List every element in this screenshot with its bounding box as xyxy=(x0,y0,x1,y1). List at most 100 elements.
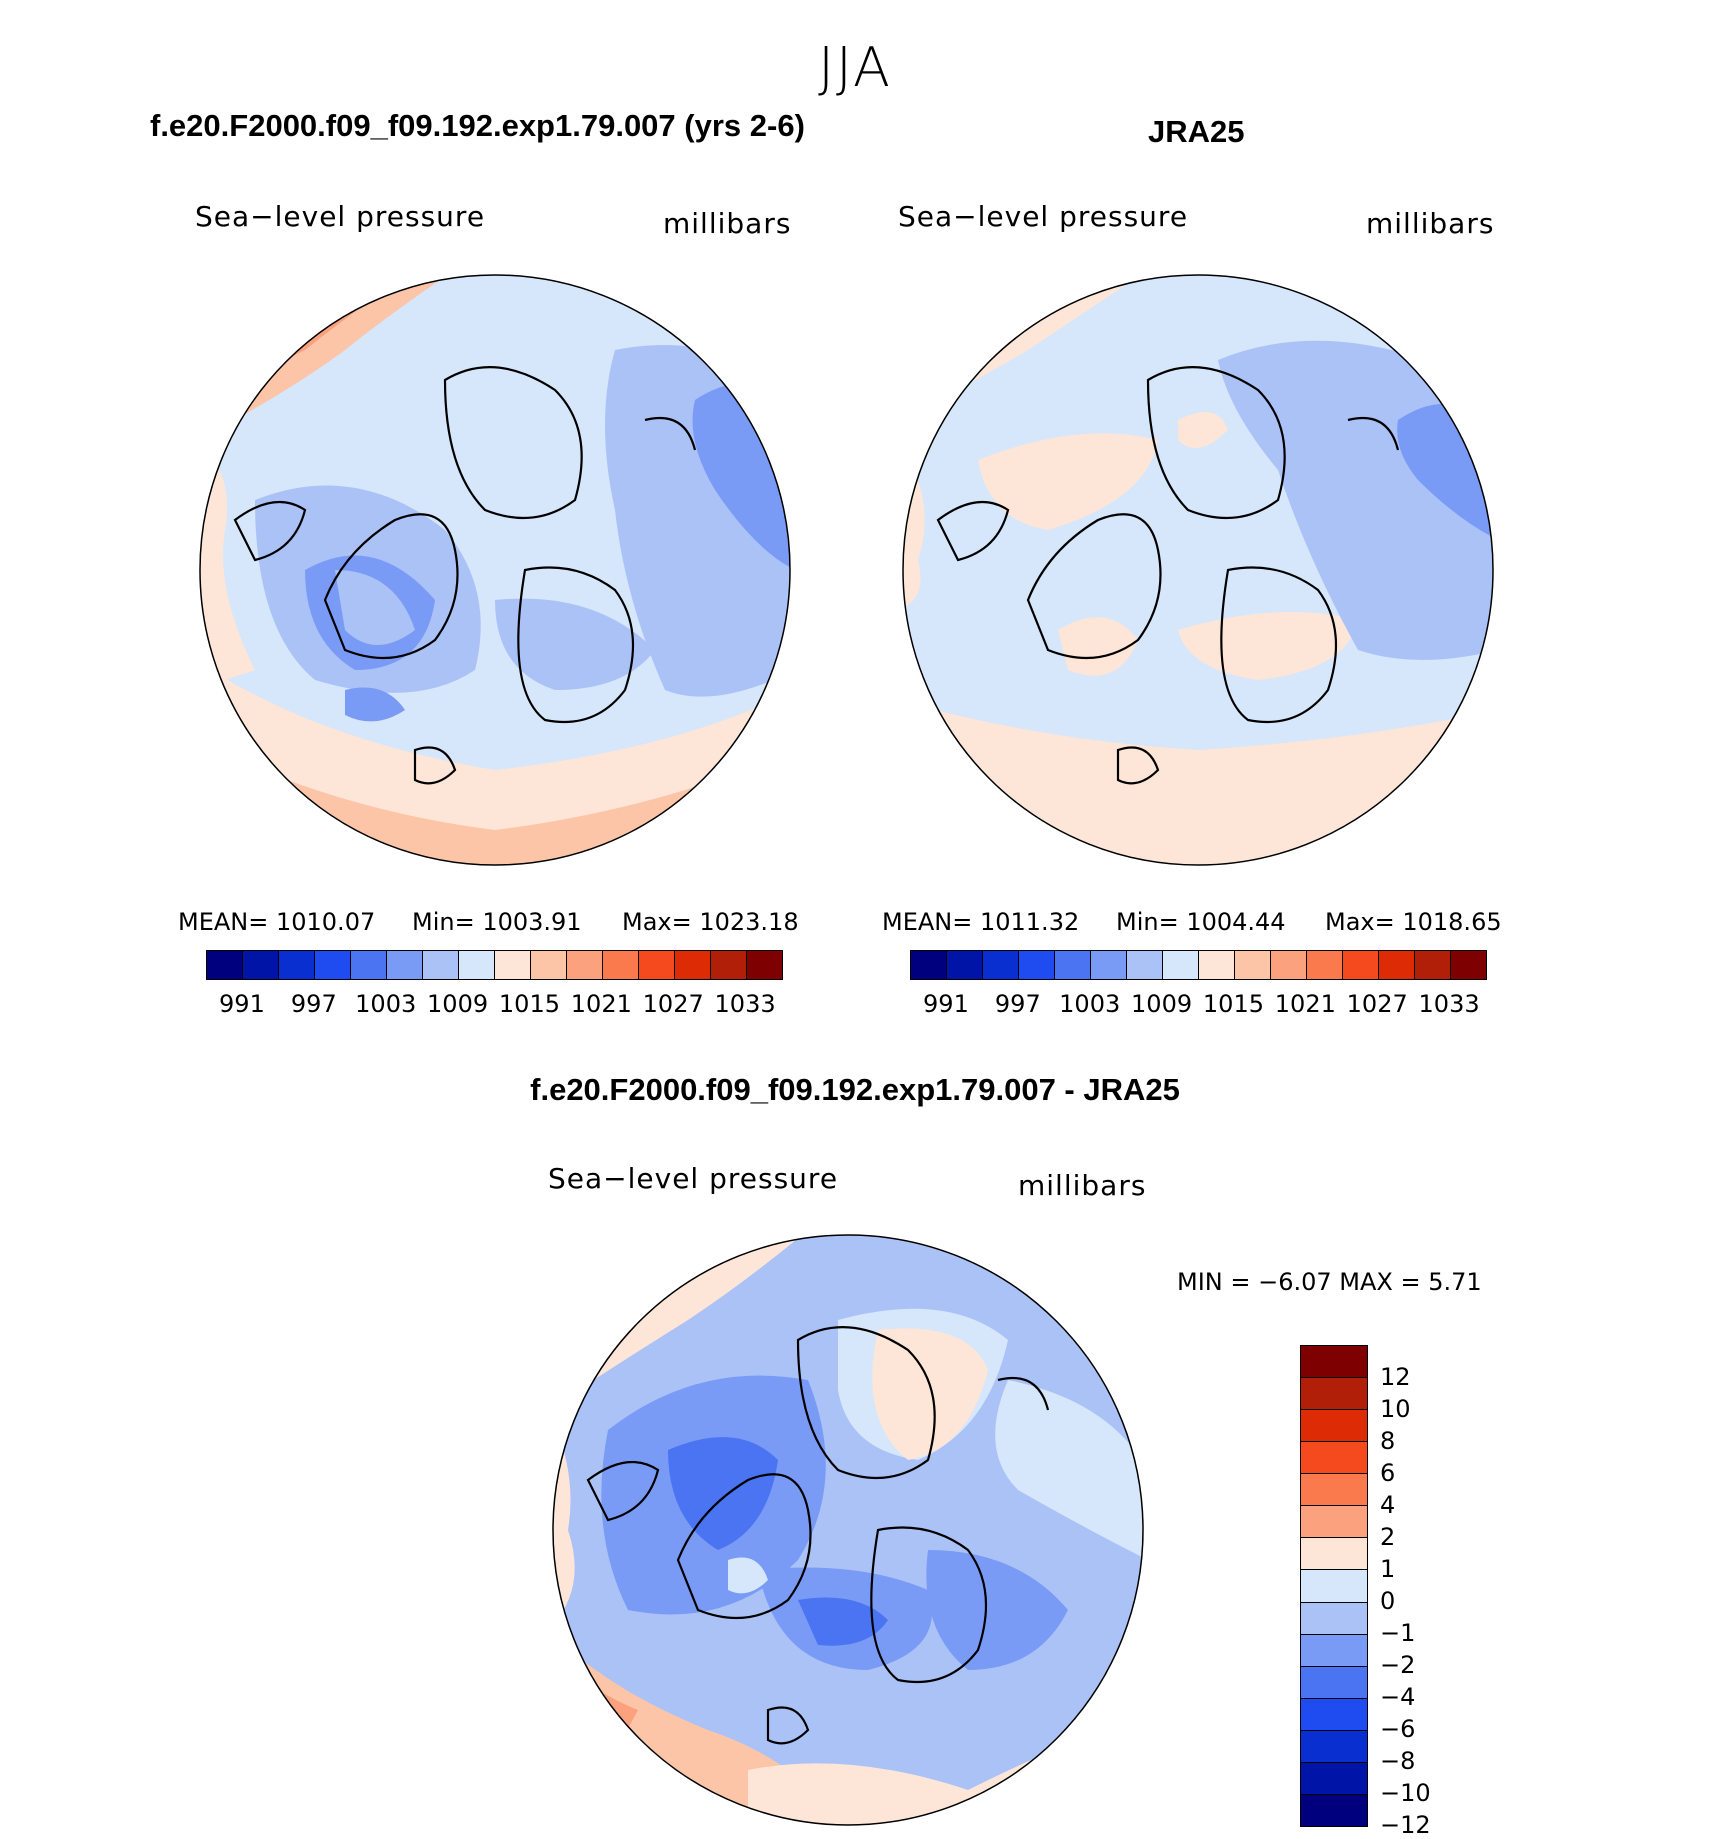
colorbar-swatch xyxy=(1307,951,1343,979)
colorbar-tick-label: 997 xyxy=(290,990,337,1018)
colorbar-swatch xyxy=(1301,1442,1367,1475)
colorbar-tick-label: −6 xyxy=(1380,1715,1416,1743)
panel-1-colorbar xyxy=(206,950,783,980)
colorbar-swatch xyxy=(1301,1538,1367,1571)
colorbar-tick-label: 4 xyxy=(1380,1491,1396,1519)
colorbar-swatch xyxy=(603,951,639,979)
panel-1-case-title: f.e20.F2000.f09_f09.192.exp1.79.007 (yrs… xyxy=(150,108,805,143)
colorbar-swatch xyxy=(531,951,567,979)
colorbar-swatch xyxy=(1091,951,1127,979)
colorbar-tick-label: 991 xyxy=(923,990,969,1018)
colorbar-tick-label: 12 xyxy=(1380,1363,1411,1391)
colorbar-tick-label: 1015 xyxy=(498,990,560,1018)
colorbar-tick-label: 6 xyxy=(1380,1459,1396,1487)
colorbar-swatch xyxy=(243,951,279,979)
colorbar-tick-label: 1021 xyxy=(570,990,632,1018)
colorbar-tick-label: −1 xyxy=(1380,1619,1416,1647)
colorbar-swatch xyxy=(1019,951,1055,979)
colorbar-swatch xyxy=(1271,951,1307,979)
colorbar-swatch xyxy=(947,951,983,979)
colorbar-swatch xyxy=(387,951,423,979)
colorbar-swatch xyxy=(1301,1762,1367,1795)
colorbar-swatch xyxy=(1301,1794,1367,1826)
panel-2-polar-map xyxy=(902,274,1494,866)
colorbar-tick-label: 1027 xyxy=(642,990,704,1018)
diff-case-title: f.e20.F2000.f09_f09.192.exp1.79.007 - JR… xyxy=(530,1072,1180,1107)
colorbar-tick-label: 8 xyxy=(1380,1427,1396,1455)
panel-2-min: Min= 1004.44 xyxy=(1116,908,1286,936)
colorbar-swatch xyxy=(675,951,711,979)
colorbar-swatch xyxy=(459,951,495,979)
colorbar-swatch xyxy=(1343,951,1379,979)
colorbar-swatch xyxy=(1301,1730,1367,1763)
colorbar-tick-label: −12 xyxy=(1380,1811,1431,1839)
panel-1-units-label: millibars xyxy=(663,207,792,240)
colorbar-swatch xyxy=(1163,951,1199,979)
colorbar-tick-label: 1009 xyxy=(427,990,489,1018)
colorbar-swatch xyxy=(423,951,459,979)
colorbar-swatch xyxy=(911,951,947,979)
colorbar-tick-label: 1003 xyxy=(355,990,417,1018)
panel-2-units-label: millibars xyxy=(1366,207,1495,240)
colorbar-tick-label: 1033 xyxy=(1418,990,1480,1018)
colorbar-swatch xyxy=(315,951,351,979)
panel-1-max: Max= 1023.18 xyxy=(622,908,799,936)
colorbar-tick-label: −2 xyxy=(1380,1651,1416,1679)
colorbar-swatch xyxy=(983,951,1019,979)
colorbar-tick-label: 0 xyxy=(1380,1587,1396,1615)
colorbar-swatch xyxy=(747,951,782,979)
colorbar-swatch xyxy=(1235,951,1271,979)
colorbar-swatch xyxy=(1379,951,1415,979)
colorbar-swatch xyxy=(1301,1634,1367,1667)
colorbar-swatch xyxy=(1301,1698,1367,1731)
colorbar-tick-label: −10 xyxy=(1380,1779,1431,1807)
colorbar-tick-label: 997 xyxy=(994,990,1041,1018)
colorbar-tick-label: 1015 xyxy=(1202,990,1264,1018)
colorbar-swatch xyxy=(1055,951,1091,979)
colorbar-swatch xyxy=(711,951,747,979)
main-title: JJA xyxy=(818,36,892,99)
colorbar-swatch xyxy=(495,951,531,979)
panel-2-max: Max= 1018.65 xyxy=(1325,908,1502,936)
colorbar-tick-label: 1021 xyxy=(1274,990,1336,1018)
colorbar-tick-label: 1027 xyxy=(1346,990,1408,1018)
panel-1-field-label: Sea−level pressure xyxy=(195,200,486,233)
colorbar-tick-label: −4 xyxy=(1380,1683,1416,1711)
colorbar-tick-label: 1033 xyxy=(714,990,776,1018)
panel-1-polar-map xyxy=(199,274,791,866)
panel-1-min: Min= 1003.91 xyxy=(412,908,582,936)
colorbar-swatch xyxy=(1127,951,1163,979)
colorbar-swatch xyxy=(1301,1570,1367,1603)
diff-minmax: MIN = −6.07 MAX = 5.71 xyxy=(1177,1268,1482,1296)
colorbar-tick-label: 1003 xyxy=(1059,990,1121,1018)
colorbar-swatch xyxy=(351,951,387,979)
colorbar-tick-label: 1 xyxy=(1380,1555,1396,1583)
colorbar-tick-label: 1009 xyxy=(1131,990,1193,1018)
colorbar-swatch xyxy=(1301,1378,1367,1411)
colorbar-swatch xyxy=(1301,1666,1367,1699)
colorbar-swatch xyxy=(1301,1506,1367,1539)
colorbar-tick-label: 2 xyxy=(1380,1523,1396,1551)
colorbar-swatch xyxy=(1301,1474,1367,1507)
colorbar-swatch xyxy=(567,951,603,979)
colorbar-swatch xyxy=(1301,1346,1367,1379)
panel-2-mean: MEAN= 1011.32 xyxy=(882,908,1080,936)
colorbar-swatch xyxy=(1301,1410,1367,1443)
colorbar-swatch xyxy=(1415,951,1451,979)
diff-units-label: millibars xyxy=(1018,1169,1147,1202)
colorbar-swatch xyxy=(1199,951,1235,979)
colorbar-swatch xyxy=(1301,1602,1367,1635)
colorbar-swatch xyxy=(279,951,315,979)
panel-2-case-title: JRA25 xyxy=(1148,114,1245,149)
colorbar-tick-label: 10 xyxy=(1380,1395,1411,1423)
colorbar-tick-label: 991 xyxy=(219,990,265,1018)
panel-1-mean: MEAN= 1010.07 xyxy=(178,908,376,936)
diff-field-label: Sea−level pressure xyxy=(548,1162,839,1195)
colorbar-swatch xyxy=(639,951,675,979)
colorbar-tick-label: −8 xyxy=(1380,1747,1416,1775)
colorbar-swatch xyxy=(207,951,243,979)
panel-2-colorbar xyxy=(910,950,1487,980)
diff-polar-map xyxy=(552,1234,1144,1826)
panel-2-field-label: Sea−level pressure xyxy=(898,200,1189,233)
colorbar-swatch xyxy=(1451,951,1486,979)
